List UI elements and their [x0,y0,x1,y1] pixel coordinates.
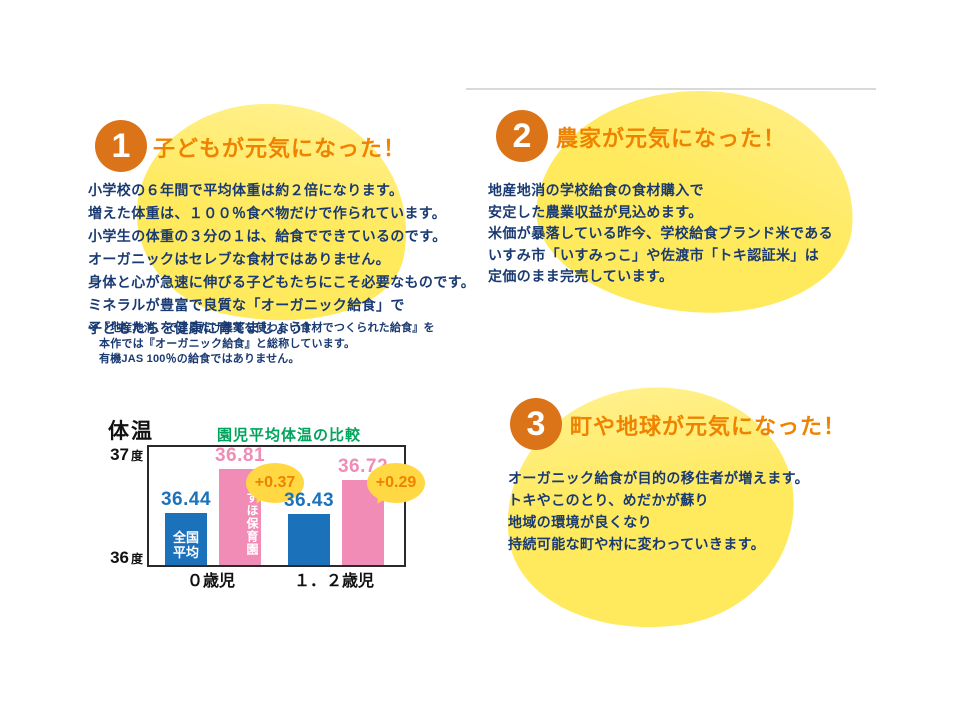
section-1-body: 小学校の６年間で平均体重は約２倍になります。増えた体重は、１００％食べ物だけで作… [88,179,475,340]
text-line: 小学生の体重の３分の１は、給食でできているのです。 [88,228,447,244]
xtick-０歳児: ０歳児 [186,573,235,590]
section-2-body: 地産地消の学校給食の食材購入で 安定した農業収益が見込めます。米価が暴落している昨… [488,180,833,288]
section-2-number: 2 [512,117,532,155]
diff-bubble-１．２歳児: +0.29 [367,463,425,503]
chart-frame: 36.44 全国 平均 36.81 みずほ保育園 +0.37 36.43 36.72 +0.2… [147,445,425,567]
text-line: 米価が暴落している昨今、学校給食ブランド米である [488,225,834,241]
text-line: 子どもたちを健康に育てましょう！ [88,320,318,336]
text-line: 増えた体重は、１００％食べ物だけで作られています。 [88,205,447,221]
section-3-number-badge: 3 [510,398,562,450]
text-line: 地域の環境が良くなり [508,514,652,530]
ytick-36-number: 36 [110,548,129,567]
text-line: ※『地産地消、できるだけ農薬を使わない食材でつくられた給食』を [88,322,435,334]
ytick-36: 36 度 [95,548,143,568]
section-3-body: オーガニック給食が目的の移住者が増えます。 トキやこのとり、めだかが蘇り 地域の環境… [508,467,809,555]
bar-value-label: 36.81 [214,445,266,467]
text-line: 安定した農業収益が見込めます。 [488,203,703,220]
section-1-number: 1 [111,127,131,165]
section-1-footnote: ※『地産地消、できるだけ農薬を使わない食材でつくられた給食』を本作では『オーガニ… [88,321,435,368]
text-line: 小学校の６年間で平均体重は約２倍になります。 [88,182,404,198]
bar-全国平均-１．２歳児 [288,514,330,565]
ytick-37-number: 37 [110,445,129,464]
diff-bubble-０歳児: +0.37 [246,463,304,503]
ytick-37: 37 度 [95,445,143,465]
text-line: いすみ市「いすみっこ」や佐渡市「トキ認証米」は [488,246,820,263]
section-3-number: 3 [526,405,546,443]
text-line: オーガニック給食が目的の移住者が増えます。 [508,470,809,486]
text-line: 定価のまま完売しています。 [488,268,674,284]
section-1-title: 子どもが元気になった！ [153,136,407,161]
text-line: ミネラルが豊富で良質な「オーガニック給食」で [88,297,405,313]
section-2-number-badge: 2 [496,110,548,162]
text-line: オーガニックはセレブな食材ではありません。 [88,251,390,267]
bar-value-label: 36.43 [283,490,335,512]
text-line: 有機JAS 100％の給食ではありません。 [99,353,300,365]
text-line: トキやこのとり、めだかが蘇り [508,492,710,508]
chart-title: 園児平均体温の比較 [217,427,362,444]
text-line: 持続可能な町や村に変わっていきます。 [508,536,766,552]
bar-inner-label-national-average: 全国 平均 [172,530,199,561]
bar-全国平均-０歳児 [165,513,207,565]
xtick-１．２歳児: １．２歳児 [293,573,374,590]
text-line: 本作では『オーガニック給食』と総称しています。 [99,337,356,350]
chart-axis-title: 体温 [108,420,154,443]
section-1-number-badge: 1 [95,120,147,172]
text-line: 身体と心が急速に伸びる子どもたちにこそ必要なものです。 [88,274,476,290]
temperature-chart: 体温 園児平均体温の比較 37 度 36 度 36.44 全国 平均 36.81 みずほ保… [95,408,475,598]
section-2-title: 農家が元気になった！ [556,126,787,151]
text-line: 地産地消の学校給食の食材購入で [488,182,704,198]
ytick-37-unit: 度 [130,449,143,463]
ytick-36-unit: 度 [130,552,143,566]
page-top-divider [466,88,876,90]
section-3-title: 町や地球が元気になった！ [570,414,847,439]
bar-value-label: 36.44 [160,489,212,511]
